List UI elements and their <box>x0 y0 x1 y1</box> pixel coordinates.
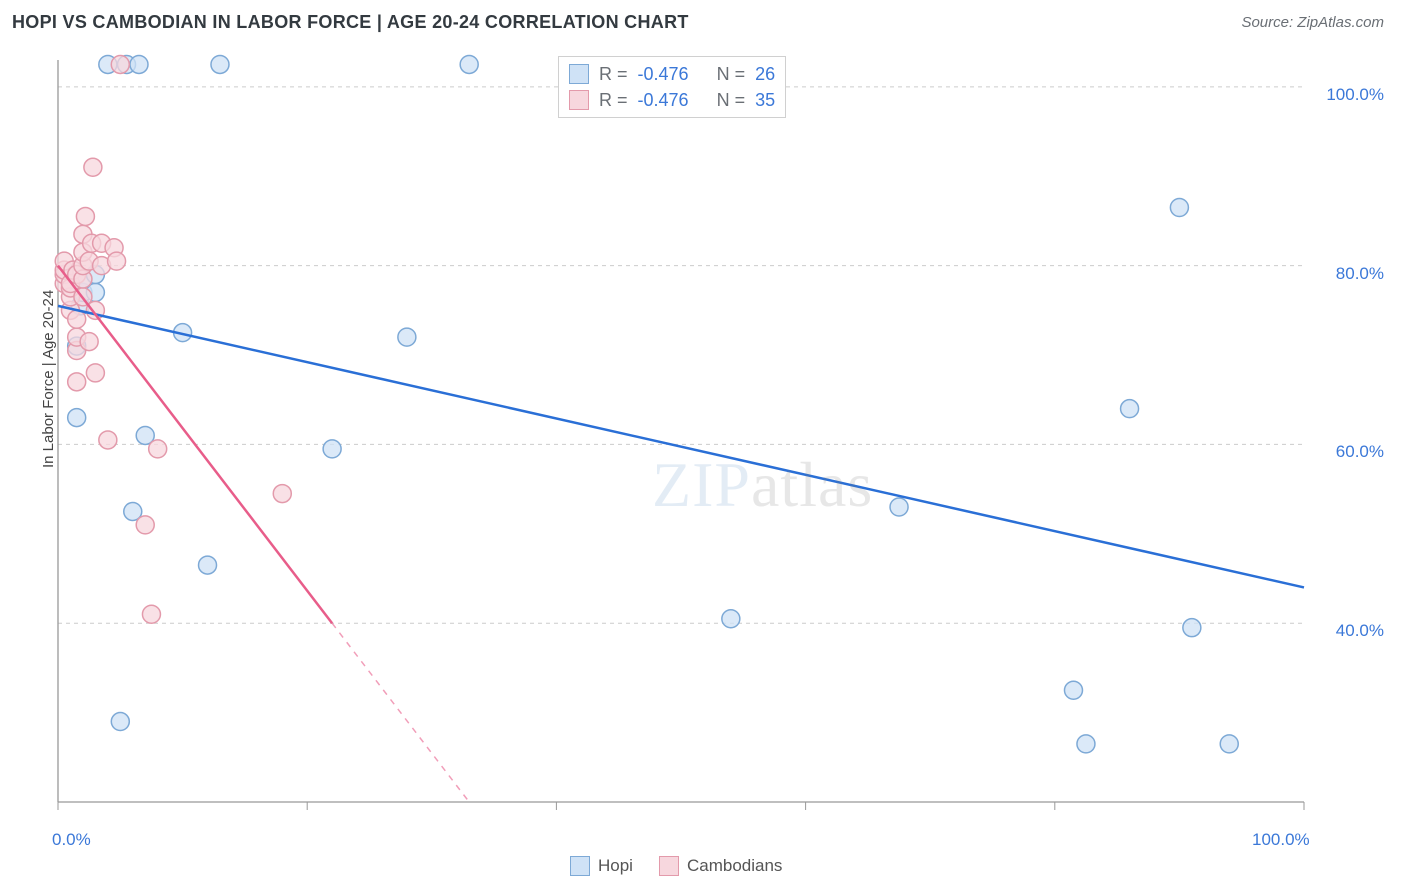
data-point <box>211 55 229 73</box>
data-point <box>273 485 291 503</box>
data-point <box>108 252 126 270</box>
data-point <box>199 556 217 574</box>
series-legend-item: Hopi <box>570 856 633 876</box>
stat-r-label: R = <box>599 87 628 113</box>
data-point <box>1121 400 1139 418</box>
legend-swatch <box>569 64 589 84</box>
stat-r-value: -0.476 <box>638 61 689 87</box>
data-point <box>111 713 129 731</box>
series-label: Hopi <box>598 856 633 876</box>
data-point <box>890 498 908 516</box>
trend-line-dashed <box>332 623 469 802</box>
stat-r-label: R = <box>599 61 628 87</box>
chart-title: HOPI VS CAMBODIAN IN LABOR FORCE | AGE 2… <box>12 12 689 33</box>
legend-swatch <box>659 856 679 876</box>
series-legend: Hopi Cambodians <box>570 856 782 876</box>
data-point <box>722 610 740 628</box>
trend-line <box>58 306 1304 588</box>
data-point <box>142 605 160 623</box>
data-point <box>111 55 129 73</box>
y-tick-label: 40.0% <box>1336 621 1384 641</box>
data-point <box>86 364 104 382</box>
data-point <box>68 373 86 391</box>
data-point <box>460 55 478 73</box>
x-tick-label: 0.0% <box>52 830 91 850</box>
scatter-chart <box>12 48 1394 880</box>
data-point <box>68 409 86 427</box>
stat-n-label: N = <box>717 87 746 113</box>
data-point <box>1077 735 1095 753</box>
data-point <box>84 158 102 176</box>
data-point <box>1064 681 1082 699</box>
stats-legend-row: R = -0.476 N = 26 <box>569 61 775 87</box>
stat-n-value: 35 <box>755 87 775 113</box>
chart-source: Source: ZipAtlas.com <box>1241 14 1384 31</box>
series-label: Cambodians <box>687 856 782 876</box>
chart-header: HOPI VS CAMBODIAN IN LABOR FORCE | AGE 2… <box>0 0 1406 33</box>
series-legend-item: Cambodians <box>659 856 782 876</box>
data-point <box>68 310 86 328</box>
data-point <box>1170 199 1188 217</box>
stat-r-value: -0.476 <box>638 87 689 113</box>
data-point <box>76 207 94 225</box>
data-point <box>398 328 416 346</box>
y-axis-label: In Labor Force | Age 20-24 <box>40 290 57 468</box>
legend-swatch <box>569 90 589 110</box>
stat-n-label: N = <box>717 61 746 87</box>
y-tick-label: 60.0% <box>1336 442 1384 462</box>
data-point <box>149 440 167 458</box>
data-point <box>99 431 117 449</box>
stat-n-value: 26 <box>755 61 775 87</box>
data-point <box>1220 735 1238 753</box>
chart-area: In Labor Force | Age 20-24 ZIPatlas <box>12 48 1394 880</box>
y-tick-label: 100.0% <box>1326 85 1384 105</box>
legend-swatch <box>570 856 590 876</box>
stats-legend: R = -0.476 N = 26 R = -0.476 N = 35 <box>558 56 786 118</box>
x-tick-label: 100.0% <box>1252 830 1310 850</box>
stats-legend-row: R = -0.476 N = 35 <box>569 87 775 113</box>
y-tick-label: 80.0% <box>1336 264 1384 284</box>
data-point <box>1183 619 1201 637</box>
data-point <box>80 333 98 351</box>
data-point <box>136 516 154 534</box>
data-point <box>323 440 341 458</box>
data-point <box>130 55 148 73</box>
